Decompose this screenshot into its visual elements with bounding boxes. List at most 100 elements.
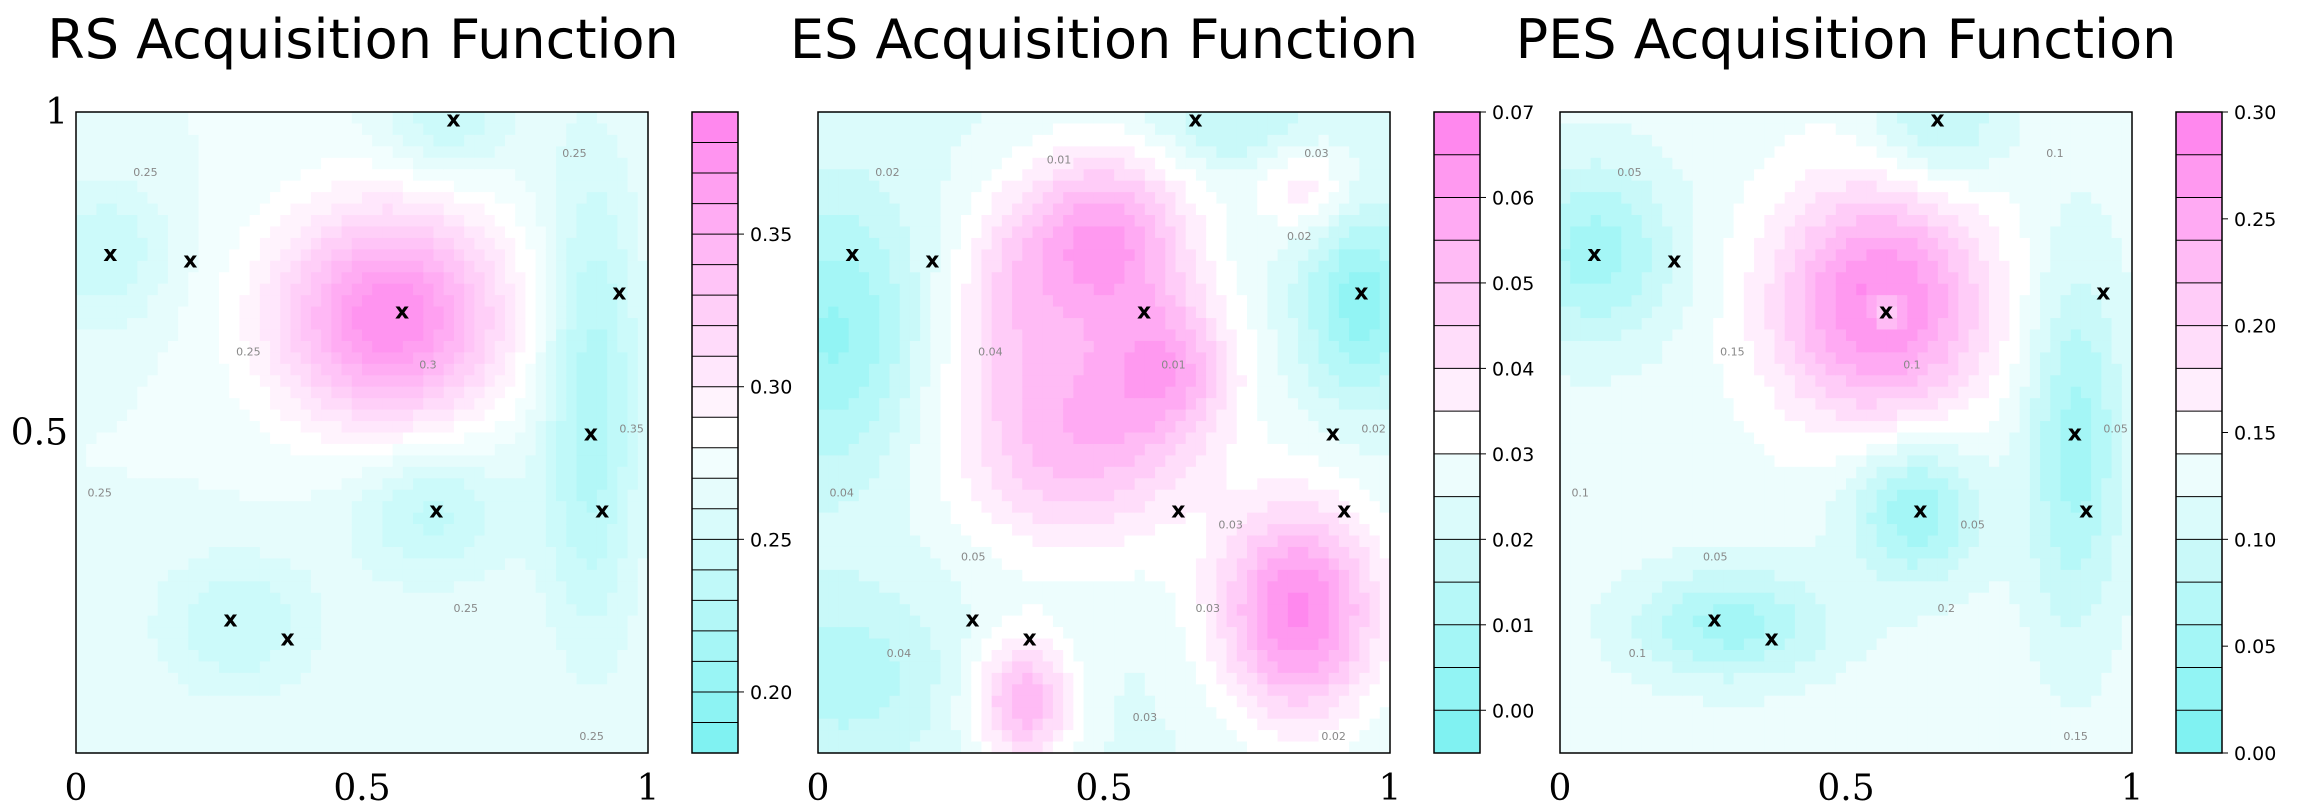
heatmap-cell (331, 432, 343, 445)
heatmap-cell (1001, 283, 1013, 296)
heatmap-cell (981, 707, 993, 720)
heatmap-cell (1001, 386, 1013, 399)
heatmap-cell (991, 329, 1003, 342)
colorbar-segment (692, 264, 738, 296)
heatmap-cell (96, 398, 108, 411)
heatmap-cell (453, 695, 465, 708)
heatmap-cell (1042, 363, 1054, 376)
heatmap-cell (566, 661, 578, 674)
heatmap-cell (310, 569, 322, 582)
heatmap-cell (351, 455, 363, 468)
heatmap-cell (382, 569, 394, 582)
heatmap-cell (157, 169, 169, 182)
heatmap-cell (1063, 340, 1074, 353)
heatmap-cell (596, 329, 608, 342)
heatmap-cell (637, 203, 649, 216)
heatmap-cell (290, 226, 302, 239)
heatmap-cell (106, 695, 118, 708)
heatmap-cell (116, 546, 128, 560)
heatmap-cell (300, 524, 312, 537)
heatmap-cell (1052, 272, 1064, 285)
heatmap-cell (351, 627, 363, 640)
heatmap-cell (219, 592, 230, 605)
heatmap-cell (1032, 558, 1044, 571)
heatmap-cell (627, 112, 639, 125)
heatmap-cell (116, 215, 128, 228)
heatmap-cell (433, 272, 445, 285)
heatmap-cell (147, 501, 159, 514)
heatmap-cell (423, 638, 435, 651)
heatmap-cell (566, 352, 578, 365)
heatmap-cell (545, 489, 557, 502)
heatmap-cell (576, 421, 588, 434)
heatmap-cell (86, 112, 98, 125)
heatmap-cell (991, 318, 1003, 331)
heatmap-cell (576, 649, 588, 663)
heatmap-cell (423, 169, 435, 182)
heatmap-cell (392, 524, 404, 537)
heatmap-cell (464, 260, 475, 273)
heatmap-cell (1104, 466, 1115, 479)
heatmap-cell (86, 558, 98, 571)
heatmap-cell (137, 707, 149, 720)
heatmap-cell (1114, 581, 1126, 594)
heatmap-cell (899, 215, 911, 228)
heatmap-cell (637, 409, 649, 422)
heatmap-cell (147, 730, 159, 743)
heatmap-cell (1093, 329, 1105, 342)
heatmap-cell (920, 466, 931, 479)
heatmap-cell (1052, 512, 1064, 525)
heatmap-cell (1063, 318, 1074, 331)
heatmap-cell (1001, 260, 1013, 273)
heatmap-cell (341, 684, 353, 697)
heatmap-cell (423, 123, 435, 136)
heatmap-cell (889, 226, 901, 239)
heatmap-cell (991, 112, 1003, 125)
heatmap-cell (351, 604, 363, 617)
heatmap-cell (351, 169, 363, 182)
heatmap-cell (869, 741, 880, 754)
heatmap-cell (637, 512, 649, 525)
heatmap-cell (372, 558, 384, 571)
heatmap-cell (930, 123, 942, 136)
heatmap-cell (484, 249, 496, 262)
heatmap-cell (413, 295, 424, 308)
heatmap-cell (157, 466, 169, 479)
heatmap-cell (464, 512, 475, 525)
heatmap-cell (474, 627, 486, 640)
heatmap-cell (464, 375, 475, 388)
heatmap-cell (464, 627, 475, 640)
heatmap-cell (1032, 684, 1044, 697)
heatmap-cell (961, 192, 972, 205)
heatmap-cell (1093, 535, 1105, 548)
heatmap-cell (818, 203, 829, 216)
heatmap-cell (838, 146, 850, 159)
heatmap-cell (991, 352, 1003, 365)
heatmap-cell (981, 146, 993, 159)
heatmap-cell (950, 226, 962, 239)
heatmap-cell (382, 489, 394, 502)
heatmap-cell (341, 730, 353, 743)
heatmap-cell (76, 146, 87, 159)
colorbar-segment (692, 447, 738, 479)
heatmap-cell (545, 535, 557, 548)
heatmap-cell (838, 340, 850, 353)
heatmap-cell (1001, 352, 1013, 365)
heatmap-cell (321, 569, 332, 582)
heatmap-cell (930, 638, 942, 651)
heatmap-cell (76, 501, 87, 514)
heatmap-cell (178, 260, 189, 273)
heatmap-cell (1001, 684, 1013, 697)
heatmap-cell (464, 546, 475, 560)
heatmap-cell (321, 295, 332, 308)
heatmap-cell (147, 592, 159, 605)
heatmap-cell (76, 615, 87, 628)
heatmap-cell (818, 363, 829, 376)
heatmap-cell (1114, 672, 1126, 685)
heatmap-cell (321, 237, 332, 250)
heatmap-cell (280, 272, 292, 285)
heatmap-cell (515, 524, 527, 537)
heatmap-cell (474, 730, 486, 743)
heatmap-cell (453, 226, 465, 239)
heatmap-cell (351, 638, 363, 651)
